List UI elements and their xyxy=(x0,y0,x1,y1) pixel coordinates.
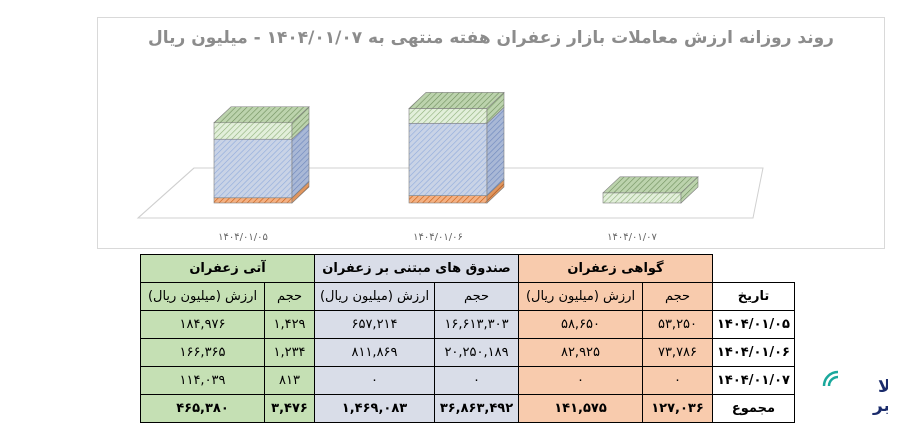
total-fund-value: ۱,۴۶۹,۰۸۳ xyxy=(314,394,435,423)
kalakhabar-logo: کالا خبر xyxy=(822,370,888,415)
x-axis-labels: ۱۴۰۴/۰۱/۰۵ ۱۴۰۴/۰۱/۰۶ ۱۴۰۴/۰۱/۰۷ xyxy=(218,232,657,243)
cell-futures-value: ۱۶۶,۳۶۵ xyxy=(140,338,265,367)
total-futures-volume: ۳,۴۷۶ xyxy=(264,394,315,423)
chart-title: روند روزانه ارزش معاملات بازار زعفران هف… xyxy=(148,28,834,48)
table-subheader-row: تاریخ حجم ارزش (میلیون ریال) حجم ارزش (م… xyxy=(140,282,795,311)
cell-futures-value: ۱۱۴,۰۳۹ xyxy=(140,366,265,395)
total-fund-volume: ۳۶,۸۶۳,۴۹۲ xyxy=(434,394,519,423)
group-header-certificate: گواهی زعفران xyxy=(518,254,713,283)
total-cert-volume: ۱۲۷,۰۳۶ xyxy=(642,394,713,423)
cell-futures-value: ۱۸۴,۹۷۶ xyxy=(140,310,265,339)
total-label: مجموع xyxy=(712,394,795,423)
cell-fund-volume: ۱۶,۶۱۳,۳۰۳ xyxy=(434,310,519,339)
cert-value-header: ارزش (میلیون ریال) xyxy=(518,282,643,311)
date-header: تاریخ xyxy=(712,282,795,311)
table-row: ۱۴۰۴/۰۱/۰۵ ۵۳,۲۵۰ ۵۸,۶۵۰ ۱۶,۶۱۳,۳۰۳ ۶۵۷,… xyxy=(140,310,795,339)
bar-segment-front xyxy=(408,122,488,196)
futures-volume-header: حجم xyxy=(264,282,315,311)
chart-frame: روند روزانه ارزش معاملات بازار زعفران هف… xyxy=(97,17,885,249)
cell-cert-volume: ۷۳,۷۸۶ xyxy=(642,338,713,367)
row-date: ۱۴۰۴/۰۱/۰۷ xyxy=(712,366,795,395)
cert-volume-header: حجم xyxy=(642,282,713,311)
logo-signal-icon xyxy=(822,370,839,387)
cell-cert-value: ۰ xyxy=(518,366,643,395)
bar-top-face xyxy=(602,176,699,194)
x-tick-label: ۱۴۰۴/۰۱/۰۵ xyxy=(218,232,268,243)
bar-segment-front xyxy=(408,108,488,124)
logo-line1: کالا xyxy=(878,377,888,397)
bar-segment-front xyxy=(602,192,682,204)
cell-cert-value: ۵۸,۶۵۰ xyxy=(518,310,643,339)
cell-futures-volume: ۱,۲۳۴ xyxy=(264,338,315,367)
row-date: ۱۴۰۴/۰۱/۰۶ xyxy=(712,338,795,367)
cell-fund-volume: ۲۰,۲۵۰,۱۸۹ xyxy=(434,338,519,367)
row-date: ۱۴۰۴/۰۱/۰۵ xyxy=(712,310,795,339)
bar-top-face xyxy=(408,92,505,109)
futures-value-header: ارزش (میلیون ریال) xyxy=(140,282,265,311)
fund-value-header: ارزش (میلیون ریال) xyxy=(314,282,435,311)
x-tick-label: ۱۴۰۴/۰۱/۰۷ xyxy=(607,232,657,243)
table-row: ۱۴۰۴/۰۱/۰۷ ۰ ۰ ۰ ۰ ۸۱۳ ۱۱۴,۰۳۹ xyxy=(140,366,795,395)
cell-futures-volume: ۱,۴۲۹ xyxy=(264,310,315,339)
cell-cert-volume: ۰ xyxy=(642,366,713,395)
bar-segment-front xyxy=(408,195,488,204)
table-row: ۱۴۰۴/۰۱/۰۶ ۷۳,۷۸۶ ۸۲,۹۲۵ ۲۰,۲۵۰,۱۸۹ ۸۱۱,… xyxy=(140,338,795,367)
bar-segment-front xyxy=(213,197,293,204)
cell-fund-value: ۰ xyxy=(314,366,435,395)
cell-fund-value: ۶۵۷,۲۱۴ xyxy=(314,310,435,339)
group-header-fund: صندوق های مبتنی بر زعفران xyxy=(314,254,519,283)
cell-fund-volume: ۰ xyxy=(434,366,519,395)
bar-top-face xyxy=(213,106,310,124)
logo-line2: خبر xyxy=(872,396,888,415)
cell-cert-value: ۸۲,۹۲۵ xyxy=(518,338,643,367)
chart-bars xyxy=(213,91,699,204)
bar-segment-front xyxy=(213,138,293,199)
table-total-row: مجموع ۱۲۷,۰۳۶ ۱۴۱,۵۷۵ ۳۶,۸۶۳,۴۹۲ ۱,۴۶۹,۰… xyxy=(140,394,795,423)
x-tick-label: ۱۴۰۴/۰۱/۰۶ xyxy=(413,232,463,243)
bar-segment-front xyxy=(213,122,293,140)
table-group-header-row: گواهی زعفران صندوق های مبتنی بر زعفران آ… xyxy=(140,254,795,283)
chart-plot: ۱۴۰۴/۰۱/۰۵ ۱۴۰۴/۰۱/۰۶ ۱۴۰۴/۰۱/۰۷ xyxy=(136,91,764,243)
group-header-futures: آتی زعفران xyxy=(140,254,315,283)
total-cert-value: ۱۴۱,۵۷۵ xyxy=(518,394,643,423)
cell-futures-volume: ۸۱۳ xyxy=(264,366,315,395)
cell-cert-volume: ۵۳,۲۵۰ xyxy=(642,310,713,339)
total-futures-value: ۴۶۵,۳۸۰ xyxy=(140,394,265,423)
cell-fund-value: ۸۱۱,۸۶۹ xyxy=(314,338,435,367)
floor-edge xyxy=(137,167,195,219)
saffron-market-table: گواهی زعفران صندوق های مبتنی بر زعفران آ… xyxy=(140,254,795,423)
fund-volume-header: حجم xyxy=(434,282,519,311)
